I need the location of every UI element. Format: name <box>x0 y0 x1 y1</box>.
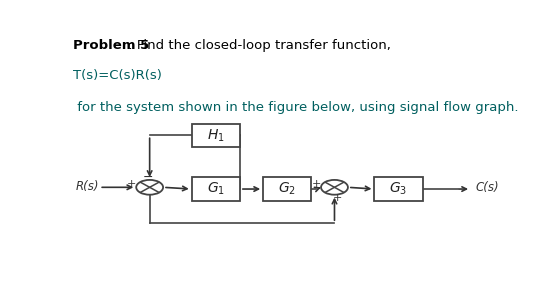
Bar <box>192 177 240 201</box>
Text: $G_1$: $G_1$ <box>207 181 225 197</box>
Text: $G_2$: $G_2$ <box>278 181 296 197</box>
Bar <box>192 124 240 147</box>
Text: +: + <box>333 193 343 203</box>
Text: Problem 5: Problem 5 <box>73 40 150 52</box>
Text: $G_3$: $G_3$ <box>390 181 408 197</box>
Text: T(s)=C(s)R(s): T(s)=C(s)R(s) <box>73 70 162 83</box>
Bar <box>375 177 423 201</box>
Text: : Find the closed-loop transfer function,: : Find the closed-loop transfer function… <box>125 40 391 52</box>
Text: R(s): R(s) <box>76 180 100 193</box>
Bar <box>263 177 311 201</box>
Text: for the system shown in the figure below, using signal flow graph.: for the system shown in the figure below… <box>73 101 519 114</box>
Text: $H_1$: $H_1$ <box>207 127 225 143</box>
Text: −: − <box>143 171 153 184</box>
Circle shape <box>136 180 163 195</box>
Text: +: + <box>311 179 321 189</box>
Text: C(s): C(s) <box>475 182 499 194</box>
Circle shape <box>321 180 348 195</box>
Text: +: + <box>126 179 136 189</box>
